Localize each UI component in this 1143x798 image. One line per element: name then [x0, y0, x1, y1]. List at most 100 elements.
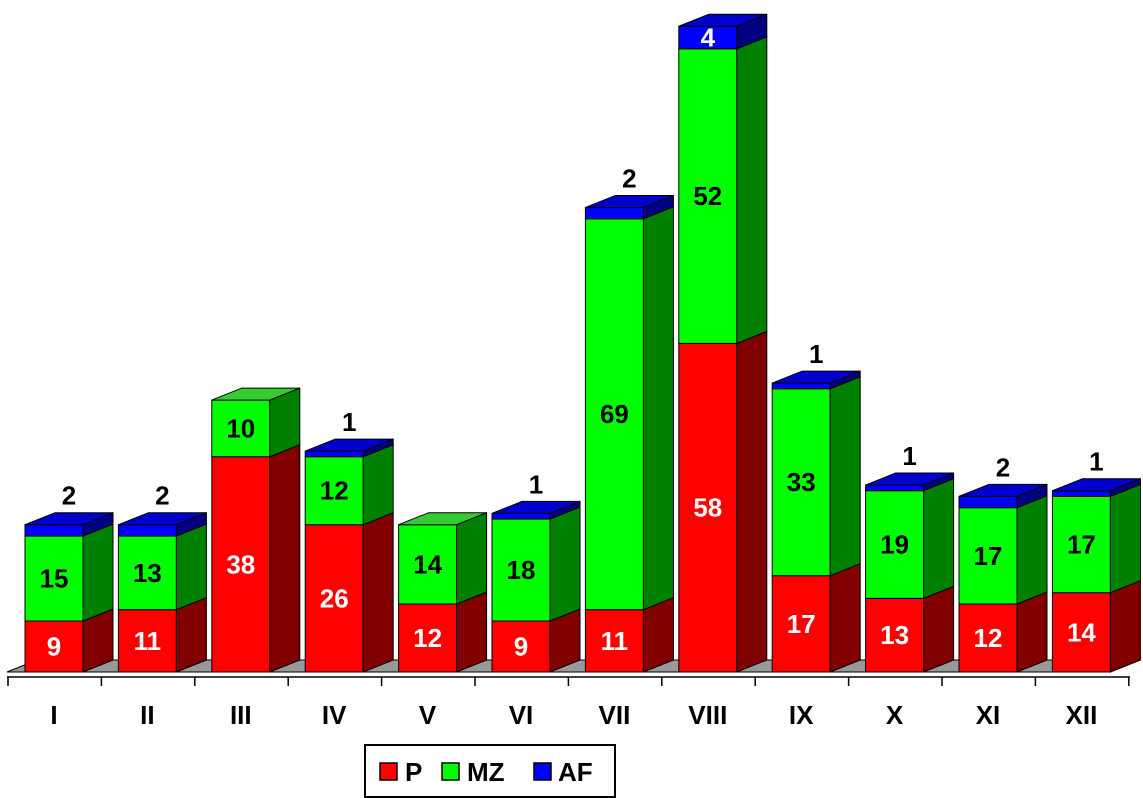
bar-side-mz-i — [82, 523, 114, 622]
bar-segment-mz-xii — [1051, 495, 1111, 594]
data-label-p-vii: 11 — [601, 626, 629, 656]
bar-top-ix — [772, 370, 861, 384]
data-label-mz-ii: 13 — [133, 558, 162, 588]
x-tick-label-v: V — [419, 700, 437, 730]
bar-top-iv — [305, 438, 394, 452]
bar-side-mz-xi — [1016, 494, 1048, 605]
data-label-mz-xii: 17 — [1067, 530, 1096, 560]
bar-top-viii — [678, 13, 767, 27]
data-label-p-v: 12 — [413, 623, 442, 653]
x-tick-label-iv: IV — [322, 700, 347, 730]
bar-group-ix — [771, 370, 861, 673]
bar-segment-af-vi — [491, 512, 551, 520]
bar-segment-mz-v — [398, 524, 458, 605]
x-tick-label-iii: III — [230, 700, 252, 730]
bar-top-v — [398, 512, 487, 526]
data-label-mz-iv: 12 — [320, 476, 349, 506]
bar-segment-af-vii — [584, 206, 644, 220]
data-label-p-ix: 17 — [787, 609, 816, 639]
data-label-mz-vii: 69 — [600, 399, 629, 429]
bar-segment-af-xi — [958, 495, 1018, 509]
bar-side-mz-x — [923, 477, 955, 600]
legend-swatch-af — [533, 762, 552, 781]
data-label-af-x: 1 — [902, 441, 916, 471]
bar-side-p-ii — [175, 596, 207, 673]
bar-group-xii — [1051, 477, 1141, 673]
bar-segment-af-i — [24, 524, 84, 537]
data-label-mz-ix: 33 — [787, 467, 816, 497]
bar-side-mz-iv — [362, 443, 394, 526]
data-label-p-iii: 38 — [226, 549, 255, 579]
bar-segment-p-iv — [304, 524, 364, 673]
bar-side-mz-v — [456, 511, 488, 605]
data-label-mz-viii: 52 — [693, 181, 722, 211]
bar-segment-af-x — [865, 484, 925, 492]
bar-group-ii — [117, 511, 207, 673]
data-label-p-x: 13 — [880, 620, 909, 650]
bar-top-xi — [958, 483, 1048, 497]
x-tick-label-ii: II — [140, 700, 154, 730]
data-labels: 9152111323810261211214918111692585241733… — [40, 23, 1104, 662]
bar-segment-af-ix — [771, 382, 831, 390]
x-axis: I II III IV V VI VII VIII IX X XI XII — [7, 676, 1130, 730]
bar-top-i — [24, 512, 114, 526]
data-label-mz-vi: 18 — [507, 555, 536, 585]
bar-side-mz-ix — [829, 376, 861, 577]
data-label-p-xii: 14 — [1067, 617, 1096, 647]
bar-top-xii — [1052, 478, 1141, 492]
bar-top-vi — [491, 500, 581, 514]
bar-group-viii — [678, 13, 768, 673]
x-tick-label-viii: VIII — [688, 700, 727, 730]
data-label-p-viii: 58 — [693, 493, 722, 523]
bar-segment-mz-vi — [491, 518, 551, 622]
data-label-af-vi: 1 — [529, 469, 543, 499]
bar-top-x — [865, 472, 954, 486]
legend-label-af: AF — [558, 757, 593, 787]
x-tick-label-xii: XII — [1066, 700, 1098, 730]
bar-side-mz-vi — [549, 506, 581, 622]
data-label-af-ix: 1 — [809, 339, 823, 369]
bar-group-iv — [304, 438, 394, 673]
data-label-af-i: 2 — [62, 481, 76, 511]
data-label-af-viii: 4 — [701, 23, 716, 53]
bar-side-mz-vii — [642, 206, 674, 611]
data-label-af-ii: 2 — [155, 481, 169, 511]
bar-side-p-vii — [642, 596, 674, 673]
bar-group-vi — [491, 500, 581, 673]
x-tick-label-xi: XI — [976, 700, 1001, 730]
bar-side-p-iv — [362, 511, 394, 673]
legend-box — [364, 744, 616, 798]
data-label-p-ii: 11 — [134, 626, 162, 656]
data-label-p-i: 9 — [47, 632, 61, 662]
x-tick-label-vii: VII — [599, 700, 631, 730]
data-label-af-xi: 2 — [996, 452, 1010, 482]
bar-segment-p-xii — [1051, 592, 1111, 673]
bar-group-xi — [958, 483, 1048, 673]
bar-group-iii — [211, 387, 301, 673]
bar-side-p-x — [923, 585, 955, 673]
bar-side-mz-viii — [736, 36, 768, 345]
bar-segment-af-xii — [1051, 490, 1111, 497]
bar-segment-mz-xi — [958, 507, 1018, 605]
legend-swatch-p — [379, 762, 398, 781]
legend: P MZ AF — [364, 744, 616, 798]
bar-top-vii — [585, 194, 674, 208]
data-label-mz-x: 19 — [880, 530, 909, 560]
data-label-mz-v: 14 — [413, 549, 442, 579]
legend-label-p: P — [405, 757, 422, 787]
bar-segment-p-vii — [584, 609, 644, 673]
data-label-p-vi: 9 — [514, 632, 528, 662]
bar-group-v — [398, 511, 488, 673]
data-label-p-iv: 26 — [320, 583, 349, 613]
legend-swatch-mz — [441, 762, 460, 781]
x-tick-label-i: I — [50, 700, 57, 730]
bar-top-ii — [118, 512, 207, 526]
bar-segment-p-viii — [678, 342, 738, 673]
bar-side-p-v — [456, 591, 488, 673]
legend-label-mz: MZ — [467, 757, 505, 787]
x-tick-label-vi: VI — [509, 700, 534, 730]
bar-side-mz-xii — [1109, 483, 1141, 594]
x-tick-label-ix: IX — [789, 700, 814, 730]
bar-side-p-xii — [1109, 579, 1141, 673]
